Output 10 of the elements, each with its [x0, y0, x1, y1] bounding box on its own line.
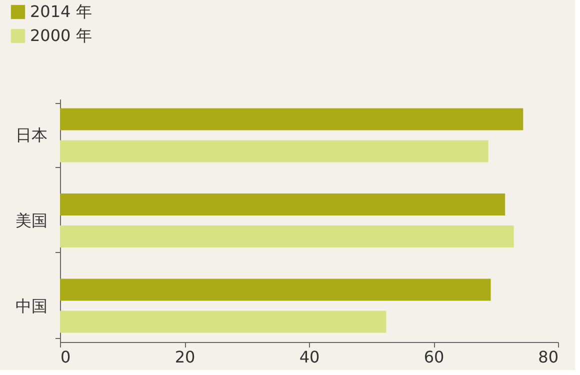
x-tick-label: 20 — [174, 348, 196, 366]
y-tick-label: 美国 — [16, 211, 48, 230]
legend-label: 2014 年 — [30, 2, 92, 21]
x-tick-label: 60 — [424, 348, 444, 366]
y-tick-label: 日本 — [16, 126, 48, 145]
y-tick-label: 中国 — [16, 296, 48, 316]
x-tick-label: 0 — [60, 348, 71, 366]
x-tick-label: 40 — [299, 348, 320, 366]
legend-label: 2000 年 — [30, 26, 92, 45]
x-tick-label: 80 — [538, 348, 558, 366]
